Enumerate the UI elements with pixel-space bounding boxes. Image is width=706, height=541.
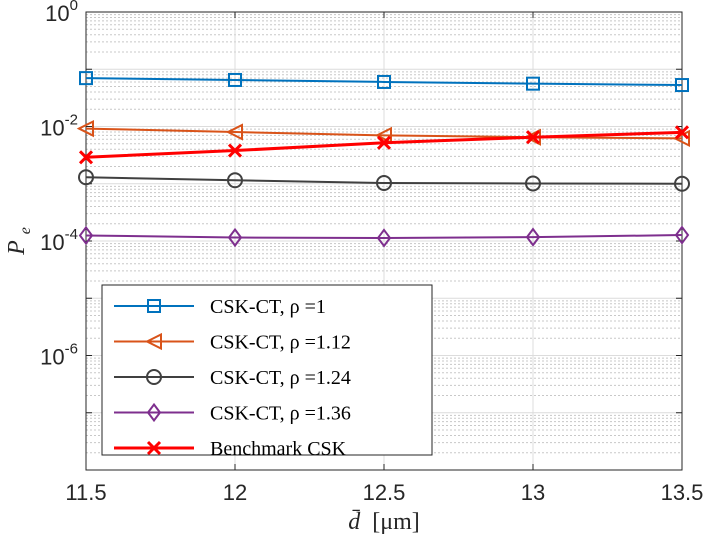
- circle-marker: [227, 172, 243, 189]
- legend-label: Benchmark CSK: [210, 438, 347, 460]
- legend-item: CSK-CT, ρ =1.24: [114, 367, 351, 389]
- circle-marker: [376, 175, 392, 192]
- legend-item: CSK-CT, ρ =1.36: [114, 403, 351, 425]
- x-marker: [674, 125, 690, 140]
- legend-item: CSK-CT, ρ =1.12: [114, 332, 351, 354]
- square-marker: [228, 72, 242, 87]
- triangle-marker: [672, 129, 690, 148]
- series-layer: [76, 71, 690, 248]
- x-marker: [525, 130, 541, 145]
- x-marker: [78, 150, 94, 165]
- legend-label: CSK-CT, ρ =1.24: [210, 367, 351, 389]
- series-1: [79, 71, 689, 93]
- series-4: [78, 225, 690, 248]
- legend: CSK-CT, ρ =1 CSK-CT, ρ =1.12 CSK-CT, ρ =1.…: [101, 284, 433, 460]
- x-axis-symbol: d̄: [348, 509, 361, 535]
- x-tick-label: 13: [521, 480, 545, 505]
- circle-marker: [146, 369, 162, 385]
- legend-label: CSK-CT, ρ =1.36: [210, 403, 351, 425]
- y-axis-label: P e: [4, 227, 34, 256]
- series-5: [78, 125, 690, 165]
- y-tick-label: 10-6: [40, 341, 78, 370]
- x-tick-label: 13.5: [661, 480, 704, 505]
- triangle-marker: [374, 126, 392, 144]
- y-tick-power: -2: [65, 112, 78, 129]
- y-tick-base: 10: [45, 1, 69, 26]
- triangle-marker: [144, 332, 162, 351]
- legend-label: CSK-CT, ρ =1.12: [210, 332, 351, 354]
- x-axis-unit: [μm]: [372, 509, 420, 535]
- y-tick-label: 10-2: [40, 112, 78, 141]
- series-line: [85, 127, 683, 140]
- triangle-marker: [225, 123, 243, 141]
- series-line: [85, 77, 683, 87]
- circle-marker: [525, 175, 541, 192]
- diamond-marker: [674, 225, 690, 245]
- diamond-marker: [525, 227, 541, 247]
- x-tick-label: 12.5: [363, 480, 406, 505]
- circle-marker: [78, 169, 94, 186]
- diamond-marker: [146, 402, 162, 423]
- y-tick-power: 0: [70, 0, 78, 14]
- circle-marker: [674, 175, 690, 192]
- diamond-marker: [376, 228, 392, 248]
- x-marker: [227, 143, 243, 158]
- y-tick-power: -4: [65, 226, 78, 243]
- x-axis-label: d̄ [μm]: [348, 509, 420, 535]
- x-tick-label: 12: [223, 480, 247, 505]
- square-marker: [147, 299, 161, 313]
- y-tick-label: 10-4: [40, 226, 78, 255]
- legend-item: Benchmark CSK: [114, 438, 347, 460]
- x-tick-labels: 11.5 12 12.5 13 13.5: [65, 480, 703, 505]
- x-tick-label: 11.5: [65, 480, 106, 505]
- square-marker: [526, 76, 540, 91]
- series-line: [85, 176, 683, 185]
- legend-item: CSK-CT, ρ =1: [114, 296, 326, 318]
- y-tick-label: 100: [45, 0, 78, 26]
- diamond-marker: [227, 227, 243, 248]
- legend-label: CSK-CT, ρ =1: [210, 296, 326, 318]
- x-marker: [376, 135, 392, 150]
- y-tick-base: 10: [40, 116, 64, 141]
- y-axis-subscript: e: [17, 227, 34, 234]
- x-marker: [146, 440, 162, 456]
- y-tick-base: 10: [40, 345, 64, 370]
- series-line: [85, 234, 683, 239]
- triangle-marker: [76, 119, 94, 138]
- y-axis-symbol: P: [4, 240, 30, 256]
- diamond-marker: [78, 225, 94, 246]
- series-3: [78, 169, 690, 192]
- y-tick-base: 10: [40, 230, 64, 255]
- square-marker: [377, 74, 391, 89]
- square-marker: [675, 78, 689, 93]
- square-marker: [79, 71, 93, 86]
- y-tick-power: -6: [65, 341, 78, 358]
- axis-ticks: [85, 11, 683, 471]
